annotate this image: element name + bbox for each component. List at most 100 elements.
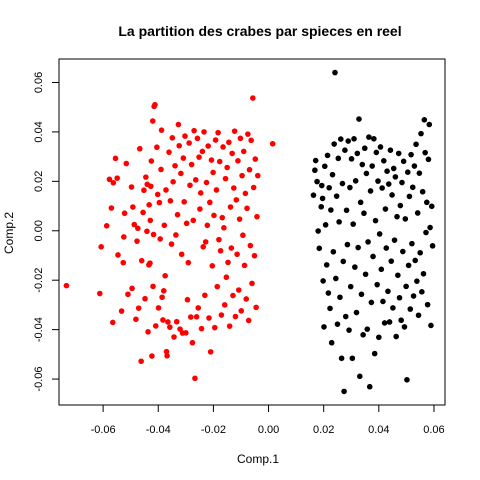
chart-title: La partition des crabes par spieces en r… [118,23,401,39]
data-point [109,319,116,326]
data-point [342,147,348,153]
data-point [253,304,259,311]
data-point [149,118,156,124]
data-point [351,136,357,142]
data-point [237,135,244,142]
data-point [314,178,320,185]
data-point [172,162,178,169]
data-point [217,247,224,254]
data-point [428,322,434,329]
data-point [149,353,155,359]
data-point [404,169,411,175]
data-point [118,308,125,314]
data-point [115,252,121,258]
data-point [364,326,371,332]
data-point [397,202,404,209]
x-tick-label: 0.04 [368,424,389,436]
data-point [158,127,165,133]
data-point [150,231,157,238]
data-point [142,295,148,302]
data-point [187,182,193,189]
data-point [169,135,176,141]
data-point [221,224,227,231]
data-point [145,329,151,335]
data-point [184,296,191,303]
data-point [413,141,419,148]
y-tick-label: 0.06 [33,72,45,93]
data-point [245,131,251,137]
data-points [63,69,436,395]
data-point [388,258,395,264]
data-point [198,325,205,332]
data-point [379,185,385,191]
data-point [401,324,408,330]
data-point [245,317,252,324]
plot-frame [58,58,446,406]
data-point [204,222,211,229]
data-point [390,305,396,311]
y-tick-label: 0.00 [33,220,45,241]
data-point [312,167,318,174]
data-point [192,375,198,382]
data-point [166,149,172,155]
data-point [406,193,413,200]
data-point [212,137,219,143]
data-point [371,136,377,142]
data-point [161,222,168,229]
data-point [240,148,247,155]
data-point [380,298,386,305]
data-point [349,355,356,362]
data-point [333,193,340,199]
data-point [222,175,229,182]
data-point [97,290,103,297]
data-point [402,216,409,222]
data-point [408,151,414,158]
data-point [209,263,216,269]
data-point [417,249,423,256]
data-point [123,160,130,167]
data-point [167,198,174,204]
data-point [167,324,173,330]
data-point [236,216,243,222]
data-point [367,188,374,194]
data-point [152,323,159,329]
data-point [197,190,204,196]
data-point [171,334,177,340]
data-point [199,148,206,155]
data-point [191,127,197,134]
data-point [219,214,226,221]
data-point [251,252,258,259]
data-point [387,147,394,153]
data-point [162,272,168,279]
data-point [244,205,250,212]
data-point [187,314,194,320]
data-point [163,187,169,193]
data-point [230,292,236,299]
y-axis: -0.06 -0.04 -0.02 0.00 0.02 0.04 0.06 [33,72,60,392]
data-point [200,244,206,250]
data-point [383,245,390,251]
data-point [372,217,379,224]
data-point [396,294,403,301]
data-point [154,191,161,198]
data-point [407,306,414,312]
data-point [195,305,202,311]
data-point [338,355,345,362]
data-point [418,130,424,137]
data-point [360,332,366,338]
data-point [337,294,343,301]
y-tick-label: -0.06 [33,367,45,392]
data-point [425,156,432,163]
data-point [370,253,376,260]
data-point [254,213,260,220]
data-point [346,327,352,333]
data-point [163,348,170,355]
data-point [424,301,431,308]
x-tick-label: -0.06 [91,424,116,436]
x-tick-label: 0.06 [423,424,444,436]
data-point [176,142,183,149]
data-point [138,358,144,365]
data-point [376,334,382,341]
data-point [143,174,149,180]
